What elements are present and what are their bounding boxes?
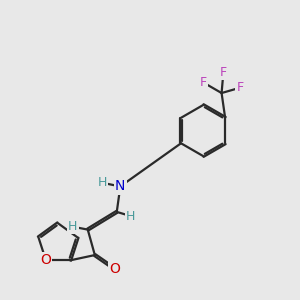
Text: N: N bbox=[115, 179, 125, 194]
Text: H: H bbox=[68, 220, 78, 233]
Text: F: F bbox=[236, 81, 244, 94]
Text: F: F bbox=[200, 76, 207, 89]
Text: O: O bbox=[109, 262, 120, 275]
Text: H: H bbox=[98, 176, 107, 189]
Text: F: F bbox=[220, 66, 227, 79]
Text: O: O bbox=[40, 254, 51, 267]
Text: H: H bbox=[126, 210, 136, 223]
